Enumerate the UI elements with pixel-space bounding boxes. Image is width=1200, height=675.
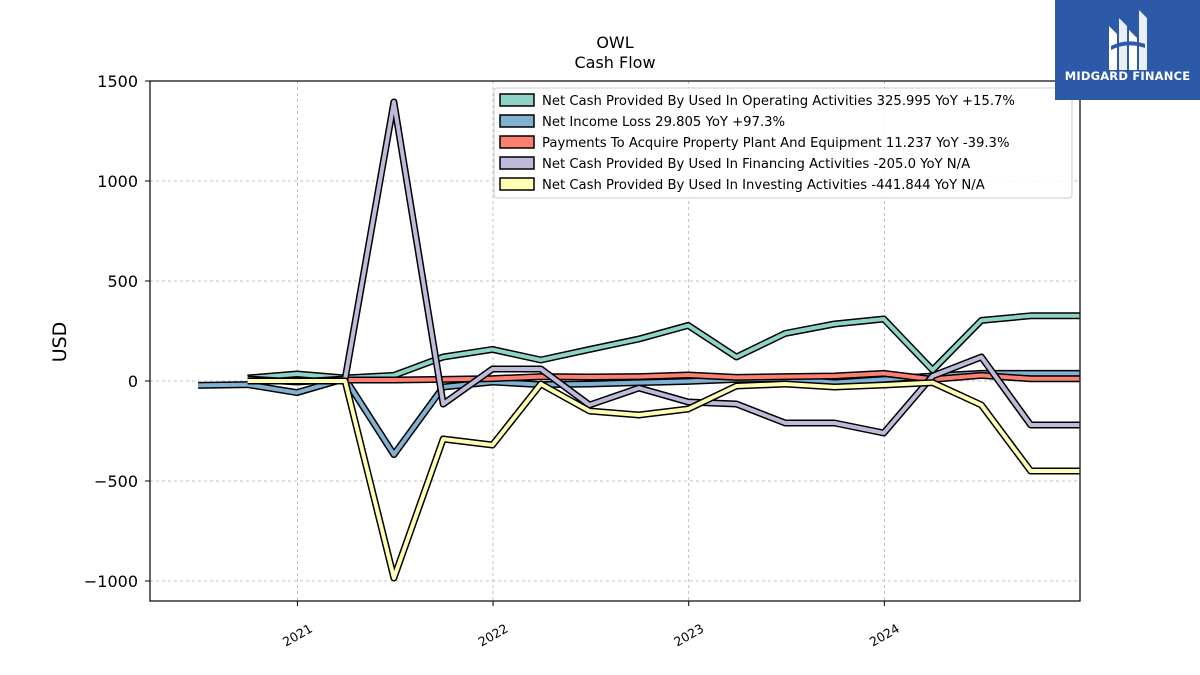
y-tick-label: −500 [94,472,138,491]
legend-swatch-3 [499,156,535,170]
legend-swatch-2 [499,135,535,149]
legend-swatch-0 [499,93,535,107]
series-line-2 [345,371,1080,382]
legend-swatch-1 [499,114,535,128]
legend-label-1: Net Income Loss 29.805 YoY +97.3% [542,115,785,130]
midgard-logo-icon [1109,10,1147,70]
brand-name: MIDGARD FINANCE [1064,69,1191,83]
x-tick-label: 2022 [476,621,511,650]
y-axis-label: USD [49,322,71,363]
series-line-4 [247,379,1080,580]
plot-frame [149,80,1081,602]
x-tick-label: 2024 [867,621,902,650]
legend: Net Cash Provided By Used In Operating A… [493,87,1073,199]
chart-title: OWL [596,33,633,52]
y-tick-label: 500 [107,272,138,291]
x-axis: 2021 2022 2023 2024 [280,601,902,650]
legend-label-3: Net Cash Provided By Used In Financing A… [542,157,970,172]
brand-badge: MIDGARD FINANCE [1055,0,1200,100]
x-tick-label: 2023 [671,621,706,650]
legend-swatch-4 [499,177,535,191]
chart-subtitle: Cash Flow [574,53,655,72]
legend-label-2: Payments To Acquire Property Plant And E… [542,136,1009,151]
legend-label-4: Net Cash Provided By Used In Investing A… [542,178,985,193]
y-tick-label: 0 [128,372,138,391]
legend-label-0: Net Cash Provided By Used In Operating A… [542,94,1015,109]
series-line-0 [247,313,1080,380]
legend-box [493,87,1073,199]
y-tick-label: −1000 [84,572,138,591]
y-tick-label: 1000 [97,172,138,191]
x-tick-label: 2021 [280,621,315,650]
series-lines [198,98,1080,582]
y-tick-label: 1500 [97,72,138,91]
y-axis: 1500 1000 500 0 −500 −1000 [84,72,150,591]
series-line-3 [247,100,1080,435]
